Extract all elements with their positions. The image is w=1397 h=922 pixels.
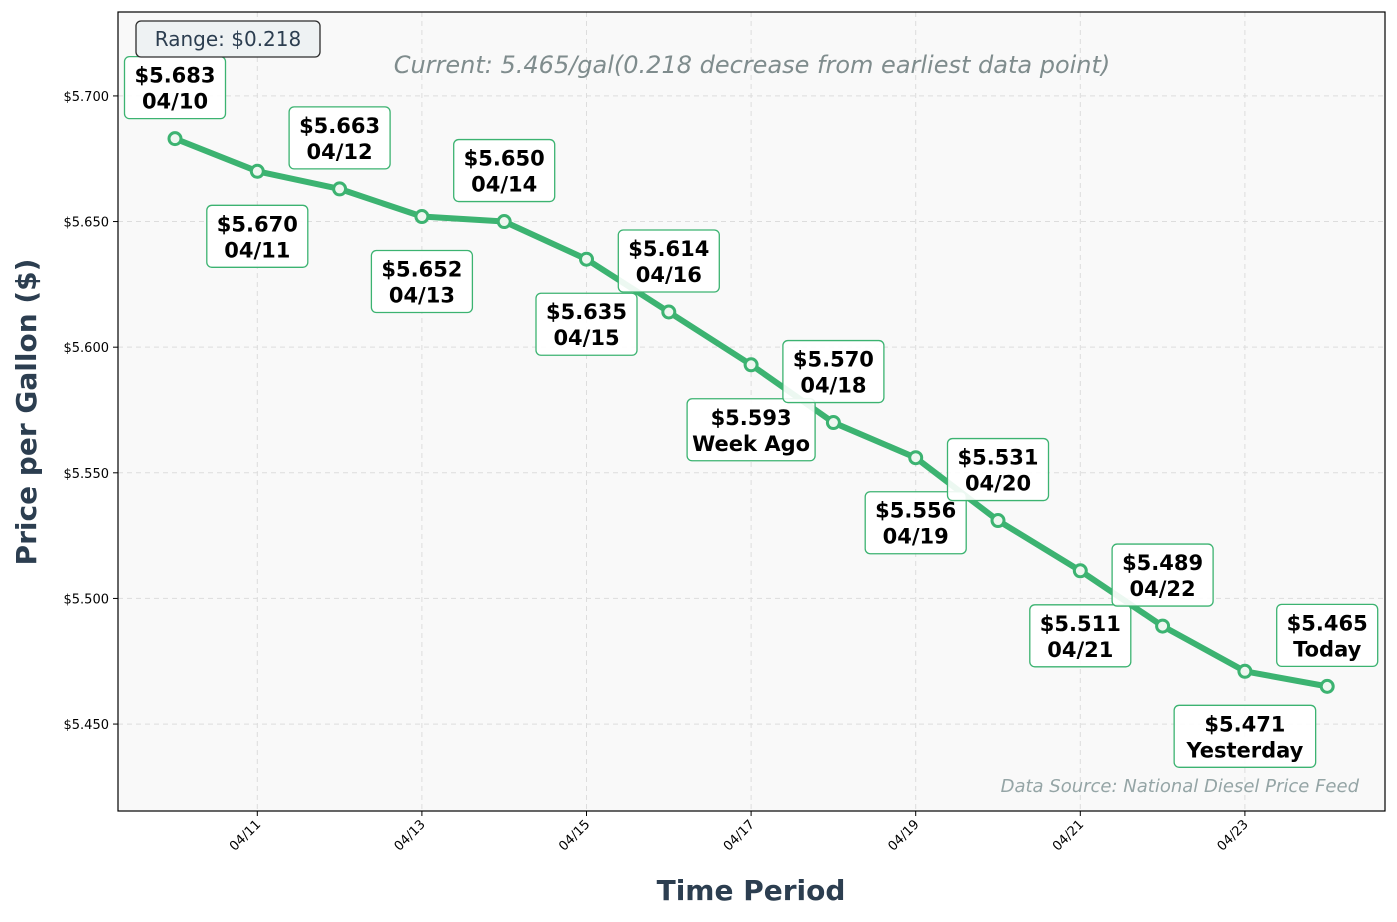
x-tick-label: 04/11	[227, 817, 264, 854]
data-point	[1237, 663, 1253, 679]
data-source-note: Data Source: National Diesel Price Feed	[1001, 776, 1360, 797]
point-label-value: $5.570	[793, 348, 874, 372]
point-label-date: 04/22	[1130, 577, 1196, 601]
point-label-value: $5.471	[1204, 712, 1285, 736]
data-point	[414, 209, 430, 225]
point-label-date: Week Ago	[692, 432, 810, 456]
data-point	[496, 214, 512, 230]
point-label-box	[617, 229, 720, 293]
y-tick-label: $5.600	[64, 341, 110, 356]
point-label-value: $5.635	[546, 300, 627, 324]
point-label-box	[370, 249, 474, 314]
data-point	[332, 181, 348, 197]
data-point	[908, 450, 924, 466]
data-point	[579, 251, 594, 267]
point-label-box	[288, 106, 391, 170]
y-tick-label: $5.500	[64, 592, 110, 607]
x-tick-label: 04/21	[1050, 817, 1087, 854]
x-tick-label: 04/13	[392, 817, 429, 854]
point-label-value: $5.650	[464, 147, 545, 171]
data-point	[661, 304, 677, 320]
x-tick-label: 04/19	[885, 817, 922, 854]
point-label-value: $5.511	[1040, 612, 1121, 636]
current-price-annotation: Current: 5.465/gal(0.218 decrease from e…	[394, 51, 1111, 79]
point-label-value: $5.489	[1122, 551, 1203, 575]
point-label-value: $5.593	[711, 406, 792, 430]
range-badge-box	[135, 20, 321, 58]
data-point	[825, 415, 841, 431]
data-point	[1072, 563, 1088, 579]
y-axis-label: Price per Gallon ($)	[10, 259, 43, 566]
point-label-date: 04/11	[224, 238, 290, 262]
plot-frame	[117, 11, 1386, 812]
point-label-date: 04/15	[553, 326, 619, 350]
point-label-box	[1276, 603, 1379, 668]
point-label-date: 04/10	[142, 90, 208, 114]
point-label-date: 04/21	[1047, 638, 1113, 662]
point-label-value: $5.556	[875, 499, 956, 523]
point-label-box	[864, 491, 967, 555]
point-label-date: Today	[1293, 637, 1362, 661]
data-point	[167, 131, 183, 147]
point-label-box	[946, 437, 1050, 502]
range-badge: Range: $0.218	[155, 27, 301, 51]
point-label-box	[535, 292, 638, 356]
point-label-box	[686, 398, 816, 462]
point-label-value: $5.683	[134, 64, 215, 88]
y-tick-label: $5.450	[64, 718, 110, 733]
data-point	[1155, 618, 1171, 634]
x-tick-label: 04/23	[1215, 817, 1252, 854]
point-label-value: $5.465	[1287, 611, 1368, 635]
x-tick-label: 04/15	[556, 817, 593, 854]
y-tick-label: $5.700	[64, 90, 110, 105]
point-label-value: $5.663	[299, 114, 380, 138]
point-label-date: 04/18	[800, 374, 866, 398]
point-label-date: 04/14	[471, 173, 537, 197]
y-tick-label: $5.550	[64, 467, 110, 482]
data-point	[743, 357, 759, 373]
point-label-value: $5.531	[957, 446, 1038, 470]
data-point	[990, 513, 1006, 529]
point-label-date: 04/16	[636, 263, 702, 287]
x-axis-label: Time Period	[657, 874, 846, 907]
data-point	[249, 163, 265, 179]
point-label-date: 04/20	[965, 472, 1031, 496]
point-label-box	[453, 138, 556, 203]
point-label-value: $5.670	[217, 212, 298, 236]
point-label-date: 04/19	[883, 525, 949, 549]
point-label-box	[1173, 704, 1317, 768]
point-label-value: $5.652	[381, 258, 462, 282]
point-label-date: Yesterday	[1185, 738, 1303, 762]
point-label-date: 04/12	[307, 140, 373, 164]
y-tick-label: $5.650	[64, 216, 110, 231]
data-point	[1319, 678, 1335, 694]
point-label-box	[1029, 604, 1132, 668]
point-label-box	[206, 204, 309, 268]
point-label-box	[1111, 543, 1214, 607]
point-label-box	[782, 339, 885, 404]
point-label-value: $5.614	[628, 237, 709, 261]
x-tick-label: 04/17	[721, 817, 758, 854]
point-label-date: 04/13	[389, 284, 455, 308]
